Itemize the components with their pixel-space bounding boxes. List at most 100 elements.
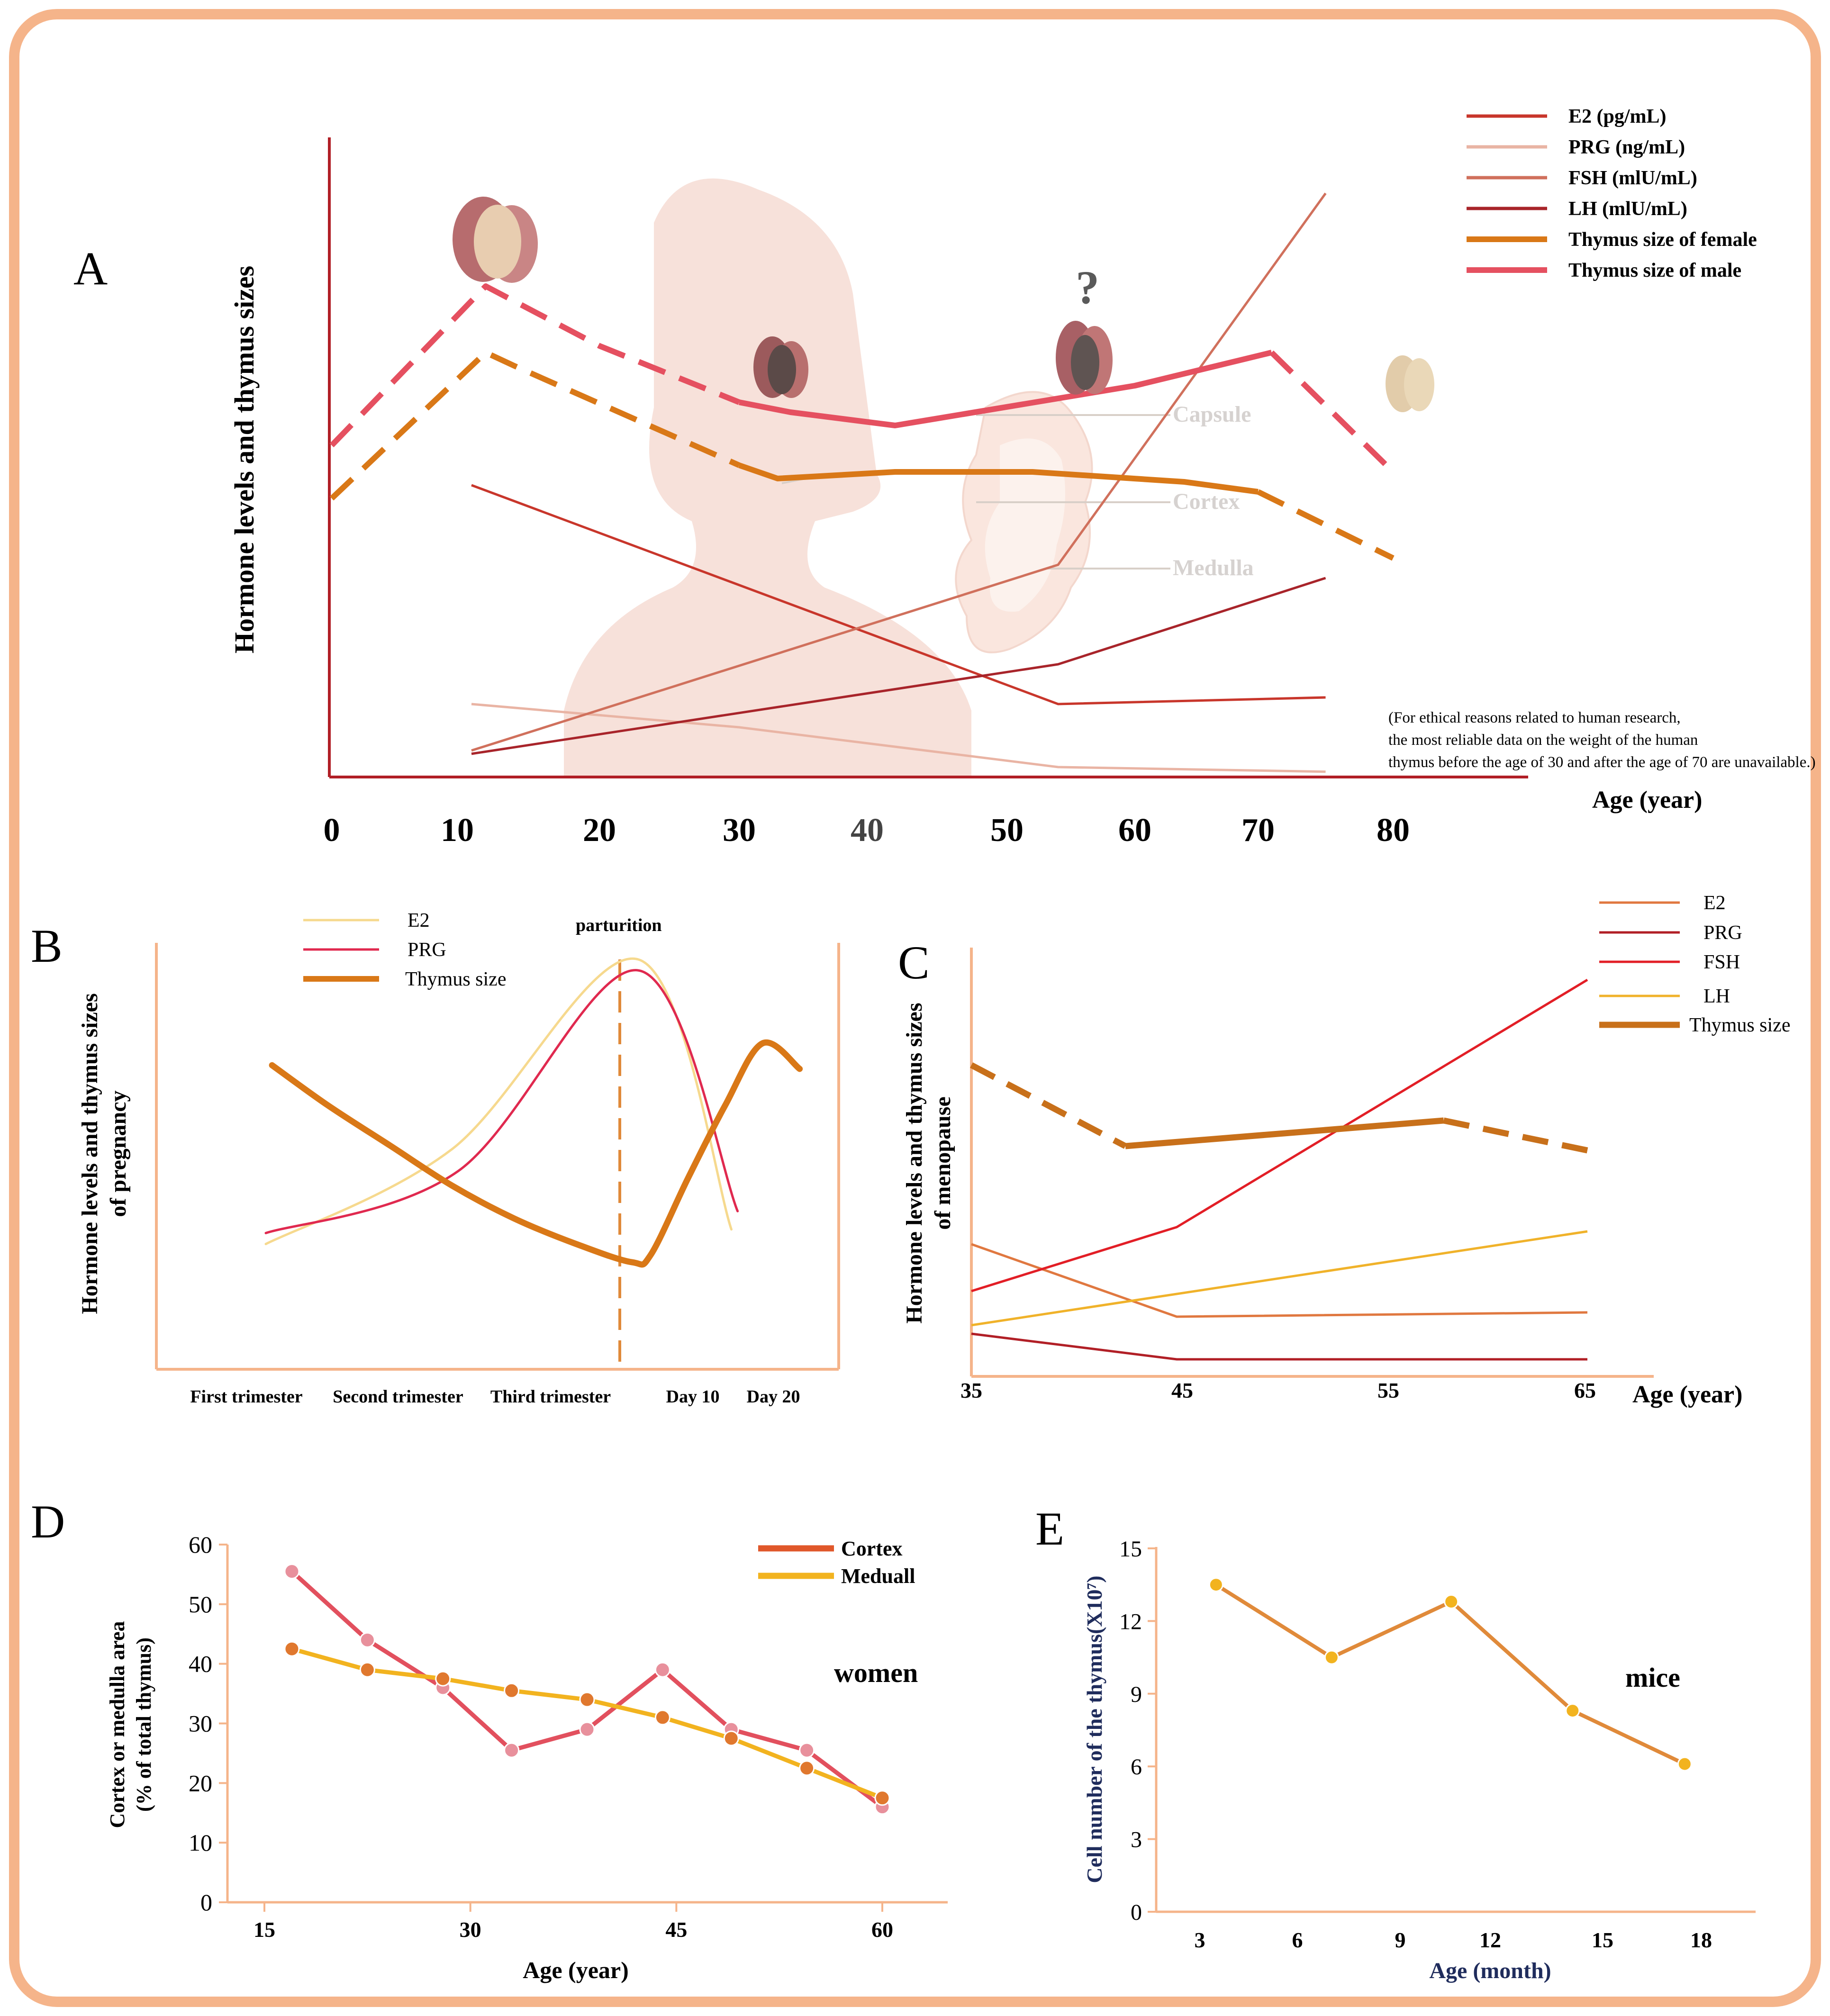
anatomy-label-medulla: Medulla bbox=[1173, 555, 1254, 580]
anatomy-pointer-lines bbox=[781, 414, 1170, 570]
panel-a-series bbox=[329, 192, 1395, 773]
panel-d-y-tick-60: 60 bbox=[189, 1531, 212, 1558]
panel-e-x-label: Age (month) bbox=[1429, 1958, 1551, 1983]
thymus-icon-middle-age bbox=[1056, 321, 1113, 395]
panel-a-series-e2-pg-ml bbox=[471, 484, 1326, 705]
panel-e-series bbox=[1208, 1577, 1692, 1772]
panel-c-x-tick-35: 35 bbox=[960, 1378, 982, 1402]
panel-e-x-tick-18: 18 bbox=[1690, 1928, 1712, 1952]
panel-a-series-lh-mlu-ml bbox=[471, 577, 1326, 755]
panel-d-y-label-1: Cortex or medulla area bbox=[106, 1621, 129, 1828]
panel-c-label: C bbox=[898, 936, 930, 989]
panel-d-series bbox=[284, 1564, 890, 1815]
panel-c-x-label: Age (year) bbox=[1632, 1381, 1742, 1408]
panel-b: B parturition Hormone levels and thymus … bbox=[31, 910, 840, 1407]
panel-d-point-meduall-6 bbox=[723, 1730, 739, 1746]
panel-a-series-thymus-size-of-female-dashed-start bbox=[329, 350, 741, 501]
panel-d-y-tick-20: 20 bbox=[189, 1770, 212, 1796]
panel-c-series-thymus-size-dashed-start bbox=[969, 1062, 1127, 1149]
panel-e-y-tick-12: 12 bbox=[1119, 1609, 1142, 1634]
panel-e-x-tick-15: 15 bbox=[1592, 1928, 1613, 1952]
panel-d-point-meduall-7 bbox=[799, 1760, 815, 1776]
panel-e-x-tick-12: 12 bbox=[1479, 1928, 1501, 1952]
panel-b-x-tick-third-trimester: Third trimester bbox=[490, 1387, 611, 1407]
panel-c-y-label-1: Hormone levels and thymus sizes bbox=[902, 1003, 927, 1323]
panel-a-note-line-1: (For ethical reasons related to human re… bbox=[1388, 709, 1681, 726]
panel-e: E Cell number of the thymus(X10⁷) Age (m… bbox=[1035, 1502, 1756, 1983]
panel-d-point-meduall-2 bbox=[435, 1671, 451, 1687]
panel-d-x-tick-15: 15 bbox=[254, 1917, 275, 1942]
thymus-icon-elderly bbox=[1386, 355, 1434, 412]
panel-c-series-e2 bbox=[971, 1243, 1588, 1318]
panel-d: D Cortex or medulla area (% of total thy… bbox=[31, 1495, 948, 1983]
panel-c-series-prg bbox=[971, 1332, 1587, 1361]
panel-d-point-cortex-3 bbox=[504, 1742, 520, 1758]
panel-c-legend-label-lh: LH bbox=[1703, 985, 1730, 1007]
panel-d-point-cortex-0 bbox=[284, 1564, 300, 1580]
panel-d-point-cortex-1 bbox=[359, 1632, 375, 1648]
panel-c-x-ticks: 35 45 55 65 bbox=[960, 1378, 1596, 1402]
thymus-icon-young-adult bbox=[753, 336, 808, 398]
panel-a-legend-label-fsh-mlu-ml: FSH (mlU/mL) bbox=[1568, 167, 1697, 189]
panel-a-series-thymus-size-of-male-solid bbox=[738, 350, 1272, 428]
panel-a-x-tick-10: 10 bbox=[441, 812, 474, 849]
panel-a-legend-label-prg-ng-ml: PRG (ng/mL) bbox=[1568, 136, 1685, 158]
panel-e-y-tick-6: 6 bbox=[1131, 1754, 1142, 1780]
panel-a-series-thymus-size-of-male-dashed-end bbox=[1269, 350, 1395, 474]
panel-a-x-tick-80: 80 bbox=[1377, 812, 1410, 849]
panel-d-legend: Cortex Meduall bbox=[758, 1537, 915, 1588]
panel-c-series-lh bbox=[971, 1230, 1588, 1327]
panel-e-y-label: Cell number of the thymus(X10⁷) bbox=[1082, 1575, 1106, 1883]
panel-b-series-thymus-size bbox=[269, 1039, 803, 1268]
panel-a-series-thymus-size-of-female-dashed-end bbox=[1257, 489, 1395, 561]
panel-d-legend-label-cortex: Cortex bbox=[841, 1537, 903, 1560]
figure-border bbox=[9, 9, 1821, 2007]
panel-e-point-1 bbox=[1324, 1650, 1339, 1665]
panel-e-y-tick-3: 3 bbox=[1131, 1827, 1142, 1853]
panel-b-legend: E2 PRG Thymus size bbox=[303, 910, 506, 990]
panel-d-point-cortex-5 bbox=[654, 1662, 670, 1678]
panel-e-label: E bbox=[1035, 1502, 1064, 1555]
panel-e-y-tick-15: 15 bbox=[1119, 1537, 1142, 1562]
panel-e-ticks: 0 3 6 9 12 15 3 6 9 12 15 18 bbox=[1119, 1537, 1712, 1952]
panel-c-legend-label-e2: E2 bbox=[1703, 892, 1726, 914]
panel-a-x-tick-50: 50 bbox=[990, 812, 1024, 849]
panel-d-y-label-2: (% of total thymus) bbox=[132, 1637, 155, 1812]
panel-d-x-tick-60: 60 bbox=[871, 1917, 893, 1942]
panel-b-x-tick-day-10: Day 10 bbox=[666, 1387, 720, 1407]
panel-d-annotation: women bbox=[834, 1657, 918, 1688]
panel-b-y-label-2: of pregnancy bbox=[106, 1090, 131, 1217]
panel-d-point-meduall-3 bbox=[504, 1682, 520, 1699]
panel-d-ticks: 0 10 20 30 40 50 60 15 30 45 60 bbox=[189, 1531, 893, 1942]
panel-d-y-tick-40: 40 bbox=[189, 1651, 212, 1677]
panel-e-point-3 bbox=[1565, 1703, 1580, 1718]
panel-b-x-ticks: First trimester Second trimester Third tri… bbox=[190, 1387, 800, 1407]
panel-a-legend: E2 (pg/mL) PRG (ng/mL) FSH (mlU/mL) LH (mlU… bbox=[1467, 106, 1757, 281]
panel-d-legend-label-meduall: Meduall bbox=[841, 1564, 915, 1588]
panel-c: C Hormone levels and thymus sizes of men… bbox=[898, 892, 1790, 1408]
panel-a-note-line-3: thymus before the age of 30 and after th… bbox=[1388, 754, 1816, 771]
panel-c-x-tick-55: 55 bbox=[1377, 1378, 1399, 1402]
panel-e-x-tick-9: 9 bbox=[1395, 1928, 1406, 1952]
panel-c-series-fsh bbox=[971, 978, 1588, 1293]
panel-d-x-label: Age (year) bbox=[523, 1957, 629, 1983]
panel-c-legend-label-thymus-size: Thymus size bbox=[1689, 1014, 1790, 1036]
panel-a-label: A bbox=[73, 242, 108, 295]
panel-a-legend-label-thymus-size-of-male: Thymus size of male bbox=[1568, 260, 1741, 281]
panel-d-y-tick-10: 10 bbox=[189, 1829, 212, 1856]
panel-d-point-cortex-4 bbox=[579, 1721, 595, 1737]
panel-c-x-tick-65: 65 bbox=[1574, 1378, 1596, 1402]
panel-d-label: D bbox=[31, 1495, 65, 1548]
panel-e-annotation: mice bbox=[1625, 1662, 1680, 1693]
panel-b-legend-label-thymus-size: Thymus size bbox=[405, 968, 506, 990]
panel-d-point-meduall-5 bbox=[654, 1709, 670, 1726]
panel-d-point-meduall-1 bbox=[359, 1662, 375, 1678]
panel-a-legend-label-thymus-size-of-female: Thymus size of female bbox=[1568, 229, 1757, 251]
panel-b-series-e2 bbox=[264, 957, 733, 1246]
panel-e-y-tick-9: 9 bbox=[1131, 1682, 1142, 1707]
panel-e-x-tick-3: 3 bbox=[1195, 1928, 1205, 1952]
panel-d-point-meduall-8 bbox=[874, 1790, 890, 1806]
panel-c-y-label-2: of menopause bbox=[930, 1096, 955, 1229]
panel-a-series-prg-ng-ml bbox=[471, 703, 1326, 773]
panel-b-series bbox=[264, 957, 803, 1268]
